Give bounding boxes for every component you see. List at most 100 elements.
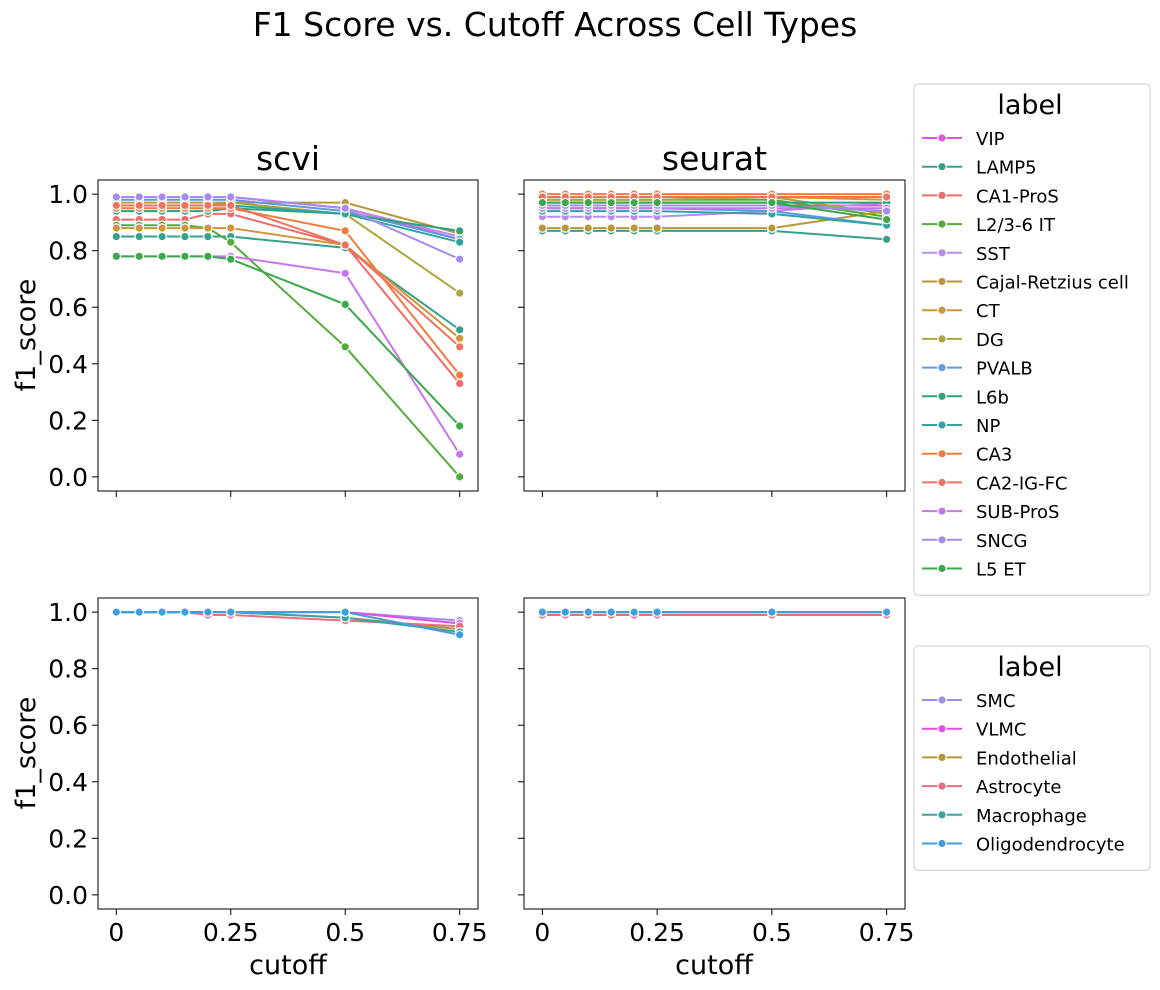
data-point — [225, 223, 236, 233]
legend-swatch-marker — [937, 506, 947, 516]
data-point — [203, 223, 213, 233]
legend-title: label — [997, 90, 1062, 121]
data-point — [134, 192, 145, 202]
legend-title: label — [997, 652, 1062, 683]
legend-entry: CA2-IG-FC — [922, 473, 1068, 494]
legend-swatch-marker — [937, 723, 947, 734]
data-point — [537, 197, 548, 208]
data-point — [180, 200, 190, 211]
legend-label: DG — [976, 330, 1004, 351]
data-point — [454, 288, 465, 298]
legend-label: CT — [976, 301, 1001, 322]
panel-title: scvi — [256, 139, 320, 178]
data-point — [340, 203, 351, 214]
data-point — [606, 197, 617, 208]
data-point — [134, 251, 145, 262]
panel-row1-col0: 0.0 0.2 0.4 0.6 0.8 1.0 0 0.25 0.5 0.75 — [48, 597, 488, 947]
y-tick-label: 0.4 — [48, 350, 88, 379]
legend-entry: LAMP5 — [922, 158, 1037, 179]
data-point — [454, 226, 465, 236]
legend-swatch-marker — [937, 248, 947, 258]
legend-entry: CA1-ProS — [922, 186, 1059, 207]
y-tick-label: 0.6 — [48, 293, 88, 322]
panel-frame — [523, 179, 906, 492]
data-point — [560, 197, 571, 208]
legend-top: label VIP LAMP5 CA1-ProS L2/3-6 IT SST Cajal-R… — [913, 83, 1151, 596]
data-point — [652, 223, 662, 233]
legend-entry: SUB-ProS — [922, 502, 1059, 523]
data-point — [583, 607, 594, 617]
data-point — [203, 607, 213, 617]
legend-swatch-marker — [937, 448, 947, 459]
x-tick-label: 0.75 — [432, 918, 488, 947]
legend-swatch-marker — [937, 563, 947, 574]
data-point — [157, 192, 167, 202]
data-point — [652, 197, 662, 208]
legend-entry: CT — [922, 301, 1001, 322]
legend-label: VLMC — [976, 720, 1026, 741]
data-point — [340, 342, 351, 352]
x-axis-label-left: cutoff — [249, 950, 328, 981]
data-point — [767, 197, 777, 208]
data-point — [157, 200, 167, 211]
legend-label: SUB-ProS — [976, 502, 1059, 523]
series-l5-et — [537, 197, 892, 225]
legend-label: NP — [976, 416, 1000, 437]
legend-label: Cajal-Retzius cell — [976, 273, 1129, 294]
y-tick-label: 0.2 — [48, 406, 88, 435]
x-tick-label: 0.5 — [752, 918, 792, 947]
panels-layer: scvi 0.0 0.2 0.4 0.6 0.8 1.0 seurat 0.0 0.2 0.4 0.6… — [48, 139, 914, 947]
data-point — [881, 234, 892, 245]
data-point — [454, 421, 465, 431]
data-point — [629, 223, 639, 233]
data-point — [881, 206, 892, 216]
figure-title: F1 Score vs. Cutoff Across Cell Types — [253, 5, 858, 44]
legend-entry: Astrocyte — [922, 777, 1061, 798]
legend-entry: NP — [922, 416, 1000, 437]
legend-label: SST — [976, 244, 1011, 265]
data-point — [454, 333, 465, 344]
panel-row1-col1: 0 0.25 0.5 0.75 — [518, 597, 914, 947]
x-tick-label: 0.25 — [629, 918, 685, 947]
y-tick-label: 0.2 — [48, 824, 88, 853]
data-point — [203, 200, 213, 211]
legend-swatch-marker — [937, 161, 947, 172]
legend-label: PVALB — [976, 359, 1033, 380]
data-point — [560, 607, 571, 617]
legend-entry: Macrophage — [922, 806, 1087, 827]
series-lamp5 — [111, 231, 465, 335]
y-tick-label: 0.0 — [48, 463, 88, 492]
panel-seurat: seurat — [518, 139, 906, 497]
series-ca2-ig-fc — [111, 200, 465, 352]
y-tick-label: 1.0 — [48, 180, 88, 209]
data-point — [881, 192, 892, 202]
y-axis-label-top: f1_score — [11, 279, 42, 392]
data-point — [225, 200, 236, 211]
data-point — [180, 251, 190, 262]
legend-entry: PVALB — [922, 359, 1033, 380]
legend-label: LAMP5 — [976, 158, 1037, 179]
data-point — [111, 251, 122, 262]
legend-entry: L2/3-6 IT — [922, 215, 1056, 236]
data-point — [203, 251, 213, 262]
data-point — [203, 231, 213, 242]
legend-label: L6b — [976, 387, 1009, 408]
x-tick-label: 0 — [108, 918, 124, 947]
data-point — [111, 223, 122, 233]
y-tick-label: 0.8 — [48, 655, 88, 684]
data-point — [767, 607, 777, 617]
data-point — [111, 231, 122, 242]
data-point — [454, 449, 465, 460]
data-point — [606, 607, 617, 617]
panel-frame — [523, 597, 906, 910]
legend-bottom: label SMC VLMC Endothelial Astrocyte Macropha… — [913, 645, 1151, 871]
legend-entry: L5 ET — [922, 560, 1027, 581]
legend-frame — [913, 83, 1151, 596]
y-tick-label: 0.4 — [48, 768, 88, 797]
data-point — [225, 192, 236, 202]
legend-swatch-marker — [937, 391, 947, 402]
data-point — [225, 237, 236, 247]
data-point — [652, 607, 662, 617]
data-point — [629, 197, 639, 208]
